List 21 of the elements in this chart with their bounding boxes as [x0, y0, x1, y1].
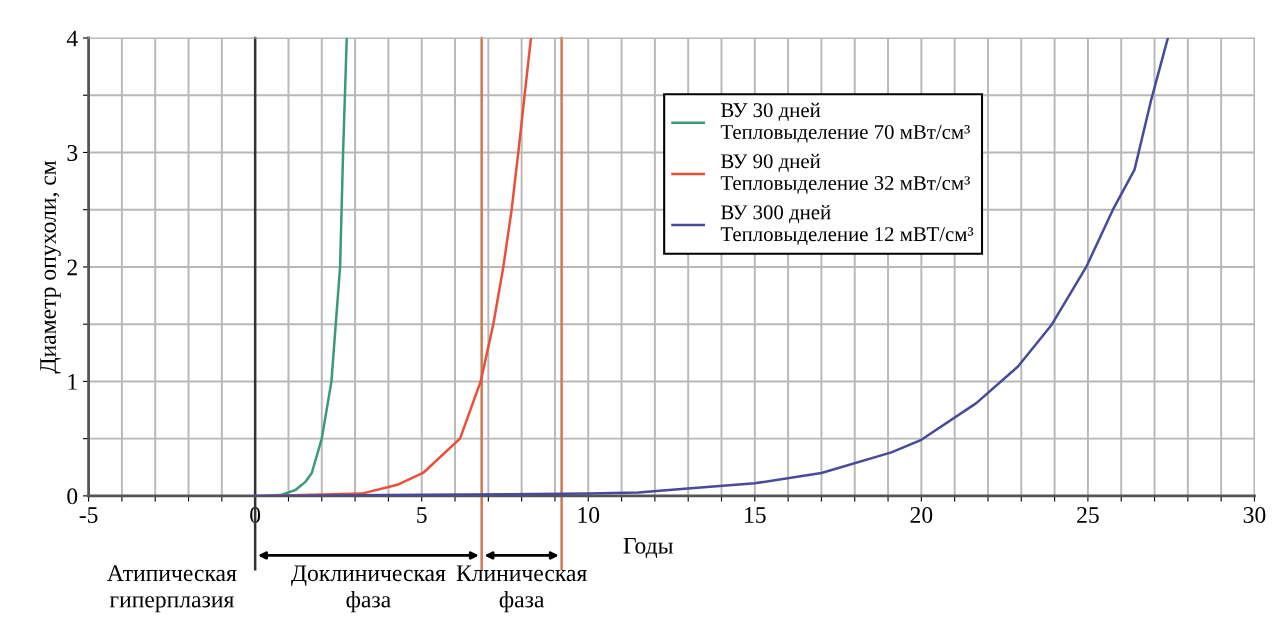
legend-label: ВУ 300 дней Тепловыделение 12 мВТ/см³ [720, 204, 974, 245]
y-tick-label: 0 [67, 488, 78, 505]
line-series [253, 38, 1170, 496]
y-tick-label: 3 [67, 145, 78, 161]
x-tick-label: 25 [1077, 507, 1099, 523]
y-tick-label: 1 [68, 374, 77, 390]
x-tick-label: -5 [79, 507, 98, 523]
y-tick-label: 4 [66, 30, 78, 47]
x-tick-label: 30 [1243, 506, 1266, 523]
legend-label: ВУ 30 дней Тепловыделение 70 мВт/см³ [720, 102, 970, 143]
x-axis-title: Годы [623, 538, 673, 559]
y-axis-title: Диаметр опухоли, см [40, 160, 61, 374]
legend-label: ВУ 90 дней Тепловыделение 32 мВт/см³ [720, 153, 970, 194]
x-tick-label: 20 [910, 506, 933, 523]
x-tick-label: 15 [745, 507, 766, 523]
text: Доклиническая фаза [291, 565, 446, 613]
x-tick-label: 5 [417, 507, 427, 523]
text: Атипическая гиперплазия [107, 565, 237, 613]
text: Клиническая фаза [456, 565, 587, 613]
y-tick-label: 2 [67, 259, 77, 276]
x-tick-label: 10 [578, 506, 600, 523]
